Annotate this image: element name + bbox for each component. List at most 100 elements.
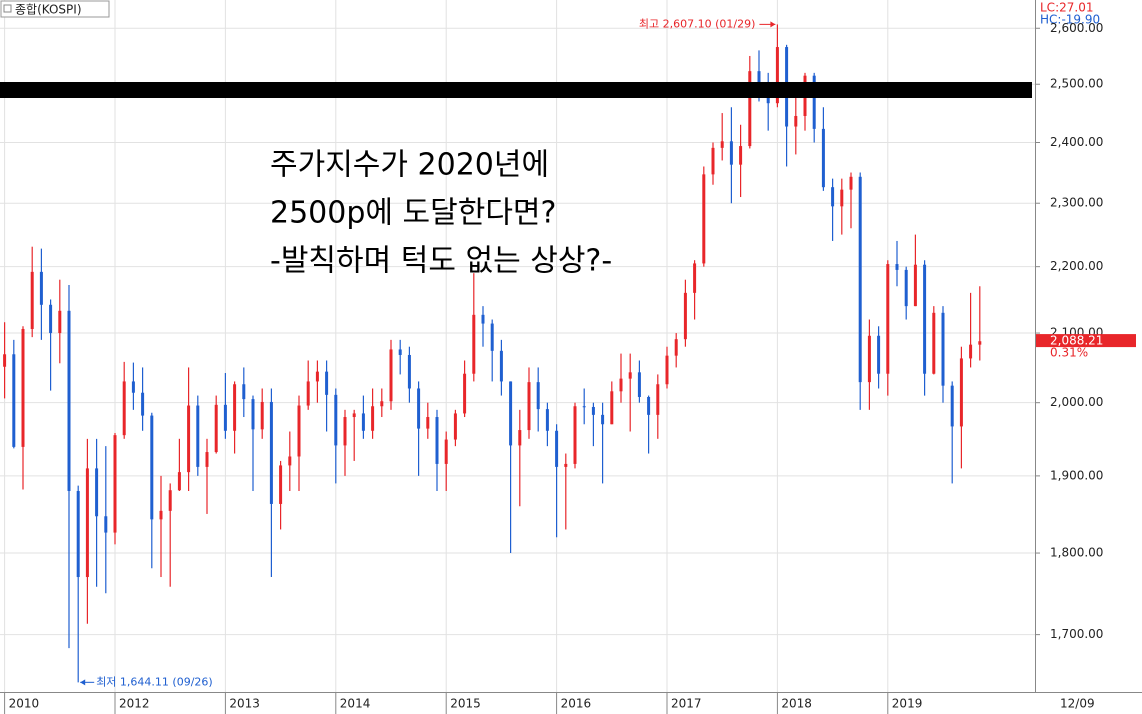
x-tick-label: 2016 bbox=[561, 697, 592, 711]
candle-body bbox=[536, 382, 540, 410]
change-label: 0.31% bbox=[1050, 346, 1088, 360]
candle-body bbox=[3, 354, 7, 367]
candle-body bbox=[858, 176, 862, 383]
candle-body bbox=[122, 381, 126, 436]
candle-body bbox=[748, 71, 752, 147]
candle-body bbox=[941, 312, 945, 386]
overlay-line: -발칙하며 턱도 없는 상상?- bbox=[270, 244, 612, 279]
y-tick-label: 2,000.00 bbox=[1050, 395, 1103, 409]
x-tick-label: 2018 bbox=[781, 697, 812, 711]
candle-body bbox=[591, 406, 595, 415]
candle-body bbox=[775, 47, 779, 104]
candle-body bbox=[334, 394, 338, 446]
candle-body bbox=[251, 399, 255, 430]
candle-body bbox=[867, 335, 871, 383]
high-arrow bbox=[770, 21, 776, 28]
candle-body bbox=[821, 128, 825, 188]
candle-body bbox=[214, 404, 218, 453]
candle-body bbox=[674, 339, 678, 356]
candle-body bbox=[564, 463, 568, 467]
candle-body bbox=[518, 430, 522, 446]
redaction-bar bbox=[0, 82, 1032, 98]
y-tick-label: 2,600.00 bbox=[1050, 21, 1103, 35]
candle-body bbox=[481, 314, 485, 324]
y-tick-label: 1,700.00 bbox=[1050, 627, 1103, 641]
candle-body bbox=[637, 372, 641, 397]
candle-body bbox=[49, 304, 53, 334]
candle-body bbox=[371, 406, 375, 431]
y-tick-label: 2,300.00 bbox=[1050, 196, 1103, 210]
candle-body bbox=[831, 187, 835, 207]
candle-body bbox=[904, 269, 908, 307]
candle-body bbox=[141, 392, 145, 416]
last-price-tag bbox=[1036, 334, 1136, 348]
candle-body bbox=[849, 176, 853, 190]
candle-body bbox=[315, 371, 319, 382]
candle-body bbox=[150, 415, 154, 520]
candle-body bbox=[260, 401, 264, 430]
candle-body bbox=[21, 328, 25, 447]
candle-body bbox=[288, 456, 292, 466]
low-label: 최저 1,644.11 (09/26) bbox=[96, 675, 213, 688]
x-tick-label: 2019 bbox=[892, 697, 923, 711]
candle-body bbox=[380, 401, 384, 407]
candle-body bbox=[490, 323, 494, 351]
candle-body bbox=[619, 378, 623, 392]
candle-body bbox=[877, 335, 881, 374]
candle-body bbox=[573, 406, 577, 464]
candle-body bbox=[711, 147, 715, 175]
x-tick-label: 2015 bbox=[450, 697, 481, 711]
candle-body bbox=[509, 381, 513, 446]
candle-body bbox=[794, 115, 798, 127]
candle-body bbox=[361, 413, 365, 431]
candle-body bbox=[950, 385, 954, 427]
candle-body bbox=[223, 404, 227, 431]
candle-body bbox=[306, 381, 310, 406]
candle-body bbox=[628, 372, 632, 379]
candle-body bbox=[647, 396, 651, 415]
candle-body bbox=[812, 75, 816, 129]
y-tick-label: 2,400.00 bbox=[1050, 135, 1103, 149]
candle-body bbox=[177, 472, 181, 491]
candle-body bbox=[113, 435, 117, 533]
candle-body bbox=[527, 382, 531, 431]
candle-body bbox=[913, 264, 917, 307]
candle-body bbox=[463, 373, 467, 414]
candle-body bbox=[739, 146, 743, 165]
candle-body bbox=[325, 371, 329, 395]
y-tick-label: 2,200.00 bbox=[1050, 259, 1103, 273]
candle-body bbox=[499, 350, 503, 382]
low-arrow bbox=[80, 679, 86, 686]
candle-body bbox=[12, 354, 16, 447]
candle-body bbox=[601, 414, 605, 425]
candle-body bbox=[104, 516, 108, 533]
candle-body bbox=[545, 409, 549, 431]
x-tick-label: 2017 bbox=[671, 697, 702, 711]
candle-body bbox=[665, 355, 669, 385]
high-label: 최고 2,607.10 (01/29) bbox=[639, 17, 756, 30]
y-tick-label: 1,800.00 bbox=[1050, 546, 1103, 560]
candle-body bbox=[187, 405, 191, 473]
x-tick-label: 2013 bbox=[229, 697, 260, 711]
candle-body bbox=[297, 405, 301, 457]
hc-label: HC:-19.90 bbox=[1040, 13, 1100, 27]
x-end-label: 12/09 bbox=[1060, 697, 1095, 711]
candle-body bbox=[610, 391, 614, 425]
title-icon bbox=[3, 4, 12, 13]
x-tick-label: 2010 bbox=[9, 697, 40, 711]
candle-body bbox=[398, 349, 402, 355]
last-price-label: 2,088.21 bbox=[1050, 334, 1103, 348]
candle-body bbox=[435, 417, 439, 464]
candle-body bbox=[702, 174, 706, 264]
candle-body bbox=[242, 384, 246, 400]
candle-body bbox=[196, 405, 200, 467]
candle-body bbox=[233, 384, 237, 431]
candle-body bbox=[932, 312, 936, 374]
candle-body bbox=[656, 384, 660, 415]
chart-title: 종합(KOSPI) bbox=[15, 3, 82, 17]
y-tick-label: 1,900.00 bbox=[1050, 468, 1103, 482]
candle-body bbox=[39, 271, 43, 305]
candle-body bbox=[352, 413, 356, 418]
